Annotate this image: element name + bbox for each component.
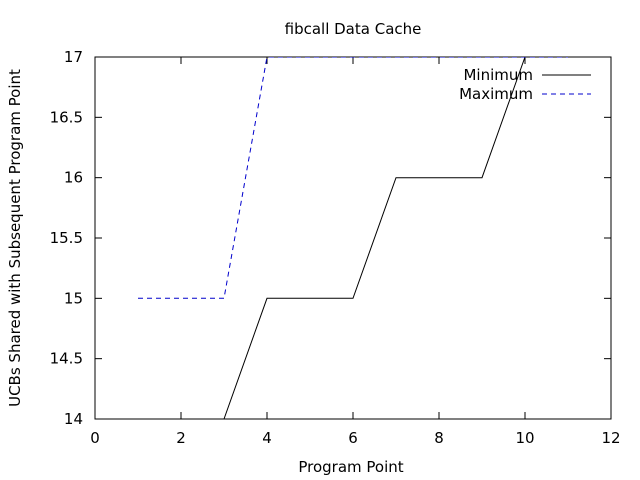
x-tick-label: 12 <box>601 429 620 447</box>
y-tick-label: 16 <box>64 169 83 187</box>
x-tick-label: 10 <box>515 429 534 447</box>
x-tick-label: 4 <box>262 429 272 447</box>
y-tick-label: 16.5 <box>50 108 83 126</box>
y-tick-label: 17 <box>64 48 83 66</box>
x-tick-label: 2 <box>176 429 186 447</box>
y-tick-label: 15.5 <box>50 229 83 247</box>
y-axis-label: UCBs Shared with Subsequent Program Poin… <box>6 69 24 407</box>
x-tick-label: 0 <box>90 429 100 447</box>
legend-label-minimum: Minimum <box>463 66 533 84</box>
plot-frame <box>94 56 612 420</box>
x-tick-label: 8 <box>434 429 444 447</box>
chart-title: fibcall Data Cache <box>285 20 422 38</box>
y-tick-label: 15 <box>64 289 83 307</box>
y-axis: 14 14.5 15 15.5 16 16.5 17 <box>50 48 611 428</box>
series-line-minimum <box>138 57 568 419</box>
legend: Minimum Maximum <box>459 66 591 103</box>
x-axis: 0 2 4 6 8 10 12 <box>90 57 621 447</box>
x-axis-label: Program Point <box>298 458 403 476</box>
y-tick-label: 14.5 <box>50 350 83 368</box>
y-tick-label: 14 <box>64 410 83 428</box>
x-tick-label: 6 <box>348 429 358 447</box>
legend-label-maximum: Maximum <box>459 85 533 103</box>
series-layer <box>138 57 568 419</box>
